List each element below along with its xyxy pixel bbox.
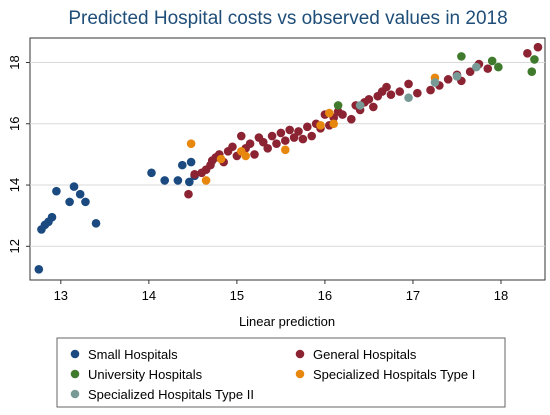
point-general-hospitals	[245, 139, 255, 148]
point-general-hospitals	[236, 131, 246, 141]
point-specialized-hospitals-type-ii	[355, 101, 365, 110]
point-general-hospitals	[443, 75, 453, 84]
point-specialized-hospitals-type-i	[241, 151, 250, 161]
point-general-hospitals	[523, 49, 532, 58]
legend-marker	[295, 349, 305, 359]
x-axis-title: Linear prediction	[239, 314, 335, 329]
point-university-hospitals	[527, 67, 537, 76]
y-tick-label: 12	[7, 239, 22, 253]
point-general-hospitals	[294, 127, 303, 136]
legend-label: Small Hospitals	[88, 347, 178, 362]
point-general-hospitals	[250, 150, 259, 159]
point-general-hospitals	[404, 79, 413, 89]
y-tick-label: 14	[7, 178, 22, 192]
chart-title: Predicted Hospital costs vs observed val…	[68, 8, 507, 29]
legend-box	[56, 337, 506, 408]
point-general-hospitals	[276, 128, 286, 138]
legend-marker	[295, 369, 305, 379]
point-small-hospitals	[75, 189, 85, 199]
point-small-hospitals	[186, 157, 196, 167]
point-small-hospitals	[173, 176, 183, 185]
point-small-hospitals	[52, 186, 61, 196]
point-general-hospitals	[382, 82, 391, 92]
y-tick-label: 16	[7, 117, 22, 131]
point-general-hospitals	[338, 110, 347, 119]
point-specialized-hospitals-type-ii	[452, 71, 462, 81]
point-general-hospitals	[364, 94, 374, 104]
point-general-hospitals	[303, 122, 312, 132]
point-specialized-hospitals-type-i	[201, 176, 211, 185]
point-specialized-hospitals-type-ii	[404, 93, 413, 103]
point-specialized-hospitals-type-i	[316, 121, 325, 130]
point-general-hospitals	[280, 136, 290, 145]
point-general-hospitals	[267, 131, 277, 141]
legend-label: Specialized Hospitals Type I	[313, 367, 475, 382]
point-small-hospitals	[177, 160, 187, 170]
legend-marker	[70, 389, 80, 399]
point-general-hospitals	[369, 102, 378, 112]
point-general-hospitals	[289, 133, 299, 142]
x-tick-label: 15	[230, 288, 244, 303]
point-specialized-hospitals-type-i	[280, 145, 290, 155]
x-tick-label: 18	[494, 288, 508, 303]
legend-label: University Hospitals	[88, 367, 203, 382]
point-specialized-hospitals-type-i	[329, 119, 339, 129]
legend-marker	[70, 349, 80, 359]
point-small-hospitals	[47, 212, 57, 222]
legend-marker	[70, 369, 80, 379]
point-specialized-hospitals-type-i	[325, 108, 334, 118]
point-general-hospitals	[386, 90, 396, 99]
point-specialized-hospitals-type-i	[186, 139, 196, 148]
point-general-hospitals	[258, 137, 268, 147]
legend: Small Hospitals General Hospitals Universi…	[56, 337, 506, 408]
point-specialized-hospitals-type-ii	[472, 62, 481, 72]
point-general-hospitals	[298, 134, 308, 144]
point-general-hospitals	[426, 85, 435, 95]
point-small-hospitals	[147, 168, 156, 178]
point-general-hospitals	[533, 42, 543, 52]
y-tick-label: 18	[7, 55, 22, 69]
point-small-hospitals	[91, 219, 101, 228]
point-general-hospitals	[285, 125, 295, 135]
point-general-hospitals	[263, 143, 272, 153]
point-small-hospitals	[34, 264, 44, 274]
x-tick-label: 17	[406, 288, 420, 303]
point-small-hospitals	[160, 176, 169, 185]
point-general-hospitals	[190, 170, 199, 179]
point-general-hospitals	[483, 64, 493, 73]
point-small-hospitals	[81, 197, 90, 207]
point-university-hospitals	[333, 101, 343, 110]
point-general-hospitals	[395, 87, 405, 96]
point-general-hospitals	[413, 88, 422, 98]
point-small-hospitals	[185, 177, 194, 187]
point-small-hospitals	[69, 182, 79, 191]
point-university-hospitals	[494, 62, 503, 72]
x-tick-label: 13	[54, 288, 68, 303]
point-general-hospitals	[228, 142, 237, 152]
point-specialized-hospitals-type-ii	[430, 78, 440, 87]
point-general-hospitals	[465, 67, 475, 76]
x-tick-label: 14	[142, 288, 156, 303]
point-general-hospitals	[272, 139, 281, 148]
point-university-hospitals	[530, 55, 539, 64]
point-general-hospitals	[184, 189, 193, 199]
point-general-hospitals	[347, 114, 356, 124]
point-specialized-hospitals-type-i	[216, 154, 226, 164]
legend-label: Specialized Hospitals Type II	[88, 387, 254, 402]
point-small-hospitals	[65, 197, 74, 207]
plot-area: 12 14 16 18 13 14 15 16 17 18	[7, 37, 546, 303]
point-university-hospitals	[487, 56, 497, 66]
point-university-hospitals	[457, 52, 466, 61]
legend-label: General Hospitals	[313, 347, 417, 362]
x-tick-label: 16	[318, 288, 332, 303]
point-general-hospitals	[307, 131, 317, 141]
